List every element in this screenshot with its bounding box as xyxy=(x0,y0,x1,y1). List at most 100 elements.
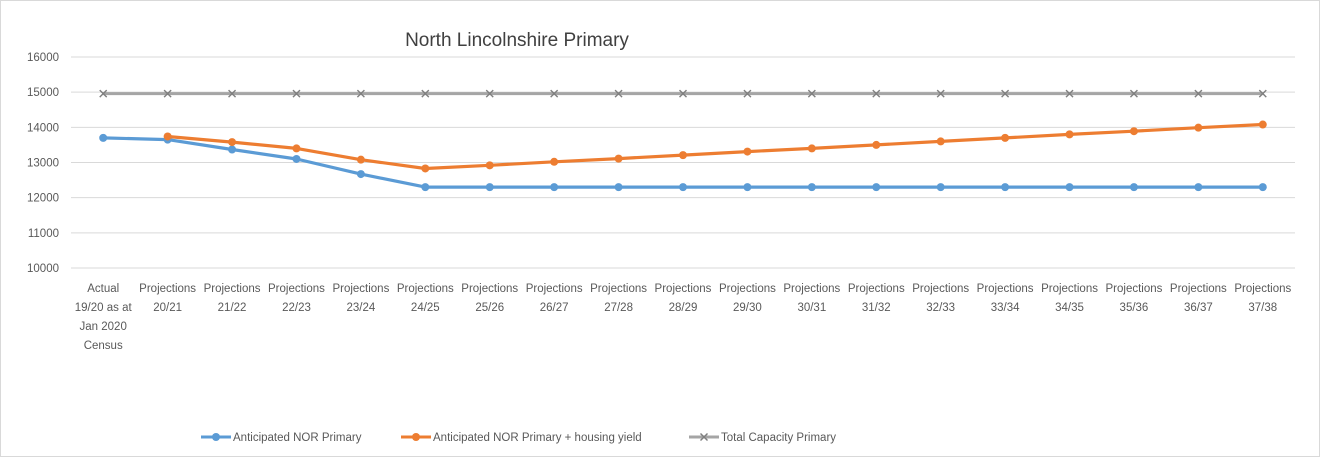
series-2 xyxy=(99,89,1267,98)
x-category-label: Projections 26/27 xyxy=(526,283,583,314)
series-lines xyxy=(99,89,1267,192)
x-category-line: Jan 2020 xyxy=(80,321,127,333)
x-category-line: Census xyxy=(84,340,123,352)
data-point xyxy=(679,151,687,160)
data-point xyxy=(163,132,172,141)
legend-marker xyxy=(412,433,420,441)
y-axis-ticks: 16000 15000 14000 13000 12000 11000 10000 xyxy=(27,52,59,275)
x-category-label: Projections 24/25 xyxy=(397,283,454,314)
data-point xyxy=(936,183,945,192)
x-category-line: Projections xyxy=(977,283,1034,295)
data-point-x xyxy=(356,89,365,98)
x-category-line: 33/34 xyxy=(991,302,1020,314)
x-category-line: Projections xyxy=(655,283,712,295)
data-point xyxy=(228,145,237,154)
x-category-line: 36/37 xyxy=(1184,302,1213,314)
series-0 xyxy=(99,133,1267,192)
data-point xyxy=(485,183,494,192)
y-tick-label: 13000 xyxy=(27,158,59,170)
data-point xyxy=(872,140,881,149)
x-category-line: Projections xyxy=(1234,283,1291,295)
x-category-line: Projections xyxy=(1106,283,1163,295)
series-1 xyxy=(163,120,1267,173)
x-category-label: Projections 21/22 xyxy=(204,283,261,314)
data-point xyxy=(614,154,623,163)
data-point xyxy=(1194,123,1203,132)
y-tick-label: 15000 xyxy=(27,87,59,99)
x-category-line: 30/31 xyxy=(797,302,826,314)
data-point xyxy=(807,144,816,153)
chart-title: North Lincolnshire Primary xyxy=(405,30,629,51)
data-point-x xyxy=(550,89,559,98)
x-category-label: Projections 23/24 xyxy=(332,283,389,314)
x-category-label: Projections 29/30 xyxy=(719,283,776,314)
data-point xyxy=(421,164,430,173)
x-category-line: Projections xyxy=(783,283,840,295)
data-point xyxy=(485,161,494,170)
x-category-label: Projections 20/21 xyxy=(139,283,196,314)
data-point xyxy=(679,183,687,192)
x-category-line: 24/25 xyxy=(411,302,440,314)
data-point xyxy=(614,183,623,192)
data-point xyxy=(356,170,365,179)
x-category-line: 20/21 xyxy=(153,302,182,314)
x-category-line: Projections xyxy=(268,283,325,295)
y-tick-label: 14000 xyxy=(27,122,59,134)
data-point-x xyxy=(1194,89,1203,98)
data-point xyxy=(1065,130,1074,139)
x-category-line: Projections xyxy=(719,283,776,295)
data-point-x xyxy=(292,89,301,98)
legend-item: Anticipated NOR Primary xyxy=(201,432,362,444)
x-category-line: Projections xyxy=(461,283,518,295)
x-category-label: Projections 35/36 xyxy=(1106,283,1163,314)
data-point xyxy=(421,183,430,192)
data-point-x xyxy=(872,89,881,98)
data-point-x xyxy=(743,89,752,98)
x-category-label: Projections 30/31 xyxy=(783,283,840,314)
x-axis-categories: Actual 19/20 as at Jan 2020 Census Projectio… xyxy=(75,283,1292,352)
x-category-label: Projections 22/23 xyxy=(268,283,325,314)
data-point-x xyxy=(1129,89,1138,98)
data-point-x xyxy=(421,89,430,98)
x-category-line: 27/28 xyxy=(604,302,633,314)
x-category-line: Projections xyxy=(139,283,196,295)
data-point xyxy=(292,154,301,163)
legend-label: Anticipated NOR Primary xyxy=(233,432,362,444)
x-category-line: 19/20 as at xyxy=(75,302,133,314)
data-point xyxy=(1129,183,1138,192)
x-category-line: 26/27 xyxy=(540,302,569,314)
x-category-line: 32/33 xyxy=(926,302,955,314)
data-point xyxy=(1258,183,1267,192)
x-category-line: Projections xyxy=(1041,283,1098,295)
legend-item: Total Capacity Primary xyxy=(689,432,836,444)
x-category-line: 37/38 xyxy=(1248,302,1277,314)
data-point-x xyxy=(485,89,494,98)
data-point xyxy=(743,147,752,156)
data-point xyxy=(1129,127,1138,136)
x-category-label: Projections 36/37 xyxy=(1170,283,1227,314)
x-category-line: 25/26 xyxy=(475,302,504,314)
legend: Anticipated NOR Primary Anticipated NOR P… xyxy=(201,432,836,444)
x-category-line: 22/23 xyxy=(282,302,311,314)
x-category-line: 29/30 xyxy=(733,302,762,314)
x-category-line: Projections xyxy=(332,283,389,295)
x-category-label: Projections 25/26 xyxy=(461,283,518,314)
data-point xyxy=(356,155,365,164)
y-tick-label: 12000 xyxy=(27,193,59,205)
x-category-line: 21/22 xyxy=(218,302,247,314)
data-point xyxy=(550,157,559,166)
x-category-line: 28/29 xyxy=(669,302,698,314)
data-point-x xyxy=(936,89,945,98)
data-point xyxy=(936,137,945,146)
x-category-line: 34/35 xyxy=(1055,302,1084,314)
x-category-line: 31/32 xyxy=(862,302,891,314)
y-tick-label: 16000 xyxy=(27,52,59,64)
x-category-line: Projections xyxy=(1170,283,1227,295)
data-point xyxy=(1194,183,1203,192)
x-category-line: Projections xyxy=(848,283,905,295)
data-point-x xyxy=(1001,89,1010,98)
x-category-label: Projections 31/32 xyxy=(848,283,905,314)
data-point xyxy=(743,183,752,192)
